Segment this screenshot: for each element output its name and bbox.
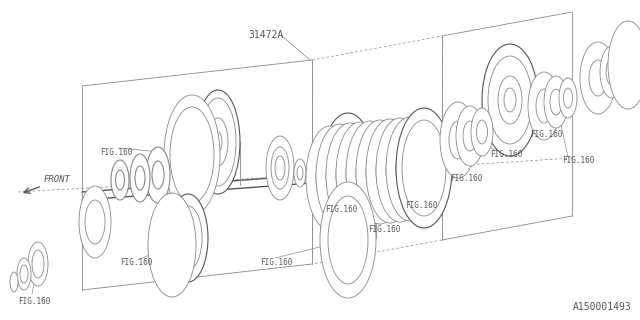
Ellipse shape [130, 154, 150, 202]
Text: FIG.160: FIG.160 [450, 174, 483, 183]
Ellipse shape [306, 126, 354, 230]
Ellipse shape [336, 122, 384, 226]
Text: FIG.160: FIG.160 [405, 201, 437, 210]
Ellipse shape [440, 102, 476, 178]
Ellipse shape [152, 161, 164, 189]
Ellipse shape [396, 108, 452, 228]
Text: FIG.160: FIG.160 [325, 205, 357, 214]
Ellipse shape [79, 186, 111, 258]
Ellipse shape [589, 60, 607, 96]
Ellipse shape [328, 196, 368, 284]
Ellipse shape [297, 166, 303, 180]
Ellipse shape [386, 140, 414, 200]
Ellipse shape [320, 182, 376, 298]
Text: FIG.160: FIG.160 [490, 150, 522, 159]
Text: FIG.160: FIG.160 [562, 156, 595, 165]
Ellipse shape [17, 258, 31, 290]
Ellipse shape [346, 144, 374, 204]
Ellipse shape [326, 125, 370, 225]
Ellipse shape [316, 124, 364, 228]
Ellipse shape [336, 145, 364, 205]
Ellipse shape [544, 76, 568, 128]
Ellipse shape [482, 44, 538, 156]
Ellipse shape [168, 194, 208, 282]
Ellipse shape [477, 120, 488, 144]
Ellipse shape [326, 123, 374, 227]
Text: FIG.160: FIG.160 [260, 258, 292, 267]
Ellipse shape [208, 118, 228, 166]
Text: FIG.160: FIG.160 [100, 148, 132, 157]
Ellipse shape [402, 120, 446, 216]
Ellipse shape [386, 117, 434, 221]
Ellipse shape [181, 222, 195, 254]
Ellipse shape [316, 148, 344, 208]
Ellipse shape [320, 113, 376, 237]
Ellipse shape [376, 118, 424, 222]
Ellipse shape [200, 98, 236, 186]
Ellipse shape [148, 193, 196, 297]
Ellipse shape [366, 142, 394, 202]
Ellipse shape [488, 56, 532, 144]
Ellipse shape [376, 141, 404, 201]
Ellipse shape [456, 106, 484, 166]
Ellipse shape [449, 121, 467, 159]
Ellipse shape [504, 88, 516, 112]
Ellipse shape [214, 132, 222, 152]
Ellipse shape [608, 21, 640, 109]
Ellipse shape [294, 159, 306, 187]
Ellipse shape [498, 76, 522, 124]
Ellipse shape [366, 119, 414, 223]
Ellipse shape [196, 90, 240, 194]
Ellipse shape [20, 265, 28, 283]
Ellipse shape [471, 108, 493, 156]
Ellipse shape [266, 136, 294, 200]
Ellipse shape [10, 272, 18, 292]
Ellipse shape [326, 146, 354, 206]
Ellipse shape [346, 121, 394, 225]
Text: A150001493: A150001493 [573, 302, 632, 312]
Ellipse shape [463, 121, 477, 151]
Ellipse shape [536, 89, 552, 123]
Ellipse shape [111, 160, 129, 200]
Ellipse shape [356, 120, 404, 224]
Ellipse shape [275, 156, 285, 180]
Ellipse shape [135, 166, 145, 190]
Ellipse shape [528, 72, 560, 140]
Text: FIG.160: FIG.160 [530, 130, 563, 139]
Ellipse shape [170, 107, 214, 203]
Ellipse shape [85, 200, 105, 244]
Ellipse shape [146, 147, 170, 203]
Ellipse shape [115, 170, 125, 190]
Text: 31472A: 31472A [248, 30, 284, 40]
Text: FIG.160: FIG.160 [18, 297, 51, 306]
Ellipse shape [600, 46, 624, 98]
Ellipse shape [606, 59, 618, 85]
Ellipse shape [356, 143, 384, 203]
Text: FRONT: FRONT [44, 175, 71, 184]
Ellipse shape [271, 147, 289, 189]
Ellipse shape [396, 139, 424, 199]
Text: FIG.160: FIG.160 [120, 258, 152, 267]
Ellipse shape [164, 95, 220, 215]
Ellipse shape [580, 42, 616, 114]
Ellipse shape [550, 89, 562, 115]
Text: FIG.160: FIG.160 [368, 225, 401, 234]
Ellipse shape [559, 78, 577, 118]
Ellipse shape [28, 242, 48, 286]
Ellipse shape [563, 88, 573, 108]
Ellipse shape [32, 250, 44, 278]
Ellipse shape [174, 206, 202, 270]
